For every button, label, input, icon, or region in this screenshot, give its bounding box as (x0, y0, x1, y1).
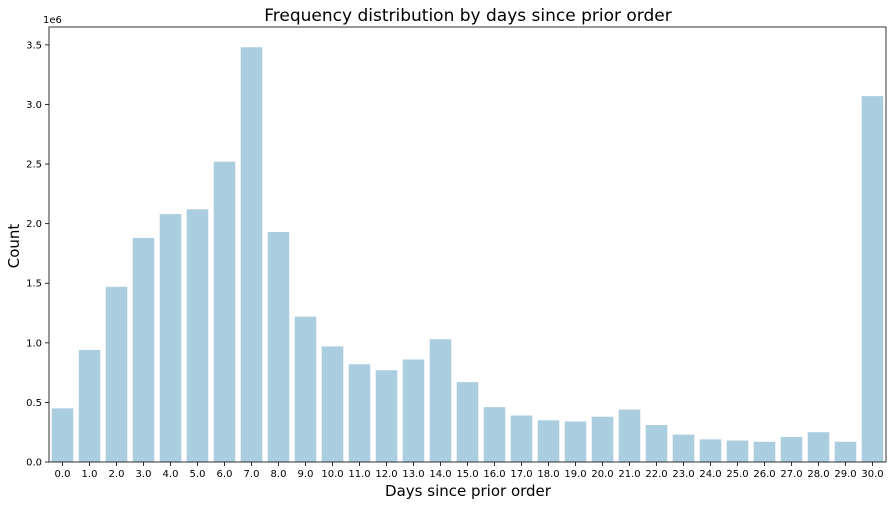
x-tick-label: 5.0 (190, 469, 206, 480)
x-tick-label: 27.0 (780, 469, 802, 480)
x-tick-label: 21.0 (618, 469, 640, 480)
x-tick-label: 4.0 (163, 469, 179, 480)
bar-27.0 (780, 436, 803, 462)
x-tick-label: 3.0 (136, 469, 152, 480)
x-tick-label: 6.0 (217, 469, 233, 480)
y-tick-label: 0.0 (26, 458, 42, 469)
bar-21.0 (618, 409, 641, 462)
x-tick-label: 20.0 (591, 469, 613, 480)
bar-8.0 (267, 231, 290, 462)
y-axis-label: Count (5, 224, 23, 269)
bar-11.0 (348, 364, 371, 462)
x-tick-label: 0.0 (55, 469, 71, 480)
bar-29.0 (834, 441, 857, 462)
y-tick-label: 2.0 (26, 219, 42, 230)
x-axis-label: Days since prior order (385, 482, 552, 500)
y-tick-label: 0.5 (26, 398, 42, 409)
x-tick-label: 30.0 (861, 469, 883, 480)
bar-10.0 (321, 346, 344, 462)
bar-5.0 (186, 209, 209, 462)
y-ticks-group: 0.0 0.5 1.0 1.5 2.0 2.5 3.0 3.5 (26, 40, 49, 469)
x-tick-label: 26.0 (753, 469, 775, 480)
x-tick-label: 14.0 (429, 469, 451, 480)
bar-16.0 (483, 407, 506, 462)
bar-26.0 (753, 441, 776, 462)
bar-9.0 (294, 316, 317, 462)
x-tick-label: 2.0 (109, 469, 125, 480)
x-tick-label: 16.0 (483, 469, 505, 480)
x-tick-label: 28.0 (807, 469, 829, 480)
bar-22.0 (645, 425, 668, 462)
y-tick-label: 2.5 (26, 160, 42, 171)
x-tick-label: 15.0 (456, 469, 478, 480)
x-tick-label: 13.0 (402, 469, 424, 480)
bar-24.0 (699, 439, 722, 462)
y-tick-label: 1.0 (26, 338, 42, 349)
bar-19.0 (564, 421, 587, 462)
bar-1.0 (78, 349, 101, 462)
bar-18.0 (537, 420, 560, 462)
plot-frame (48, 26, 887, 463)
bar-12.0 (375, 370, 398, 462)
bar-23.0 (672, 434, 695, 462)
bar-15.0 (456, 382, 479, 462)
x-tick-label: 18.0 (537, 469, 559, 480)
bar-3.0 (132, 237, 155, 462)
bar-17.0 (510, 415, 533, 462)
bar-7.0 (240, 47, 263, 462)
y-tick-label: 1.5 (26, 279, 42, 290)
x-tick-label: 10.0 (321, 469, 343, 480)
x-tick-label: 19.0 (564, 469, 586, 480)
bar-25.0 (726, 440, 749, 462)
bars-group (51, 47, 884, 462)
chart-title: Frequency distribution by days since pri… (264, 6, 672, 26)
bar-6.0 (213, 161, 236, 462)
x-tick-label: 17.0 (510, 469, 532, 480)
x-tick-label: 23.0 (672, 469, 694, 480)
bar-20.0 (591, 416, 614, 462)
x-tick-label: 11.0 (348, 469, 370, 480)
x-tick-label: 25.0 (726, 469, 748, 480)
x-tick-label: 29.0 (834, 469, 856, 480)
bar-2.0 (105, 286, 128, 462)
bar-14.0 (429, 339, 452, 462)
x-tick-label: 24.0 (699, 469, 721, 480)
x-tick-label: 8.0 (271, 469, 287, 480)
y-axis-offset-label: 1e6 (43, 15, 62, 26)
bar-4.0 (159, 214, 182, 462)
x-tick-label: 22.0 (645, 469, 667, 480)
bar-0.0 (51, 408, 74, 462)
x-ticks-group: 0.0 1.0 2.0 3.0 4.0 5.0 6.0 7.0 8.0 9.0 10.0 11.0 12… (55, 462, 884, 480)
y-tick-label: 3.5 (26, 40, 42, 51)
x-tick-label: 12.0 (375, 469, 397, 480)
bar-28.0 (807, 432, 830, 462)
x-tick-label: 9.0 (298, 469, 314, 480)
x-tick-label: 7.0 (244, 469, 260, 480)
x-tick-label: 1.0 (82, 469, 98, 480)
bar-30.0 (861, 96, 884, 462)
bar-13.0 (402, 359, 425, 462)
y-tick-label: 3.0 (26, 100, 42, 111)
